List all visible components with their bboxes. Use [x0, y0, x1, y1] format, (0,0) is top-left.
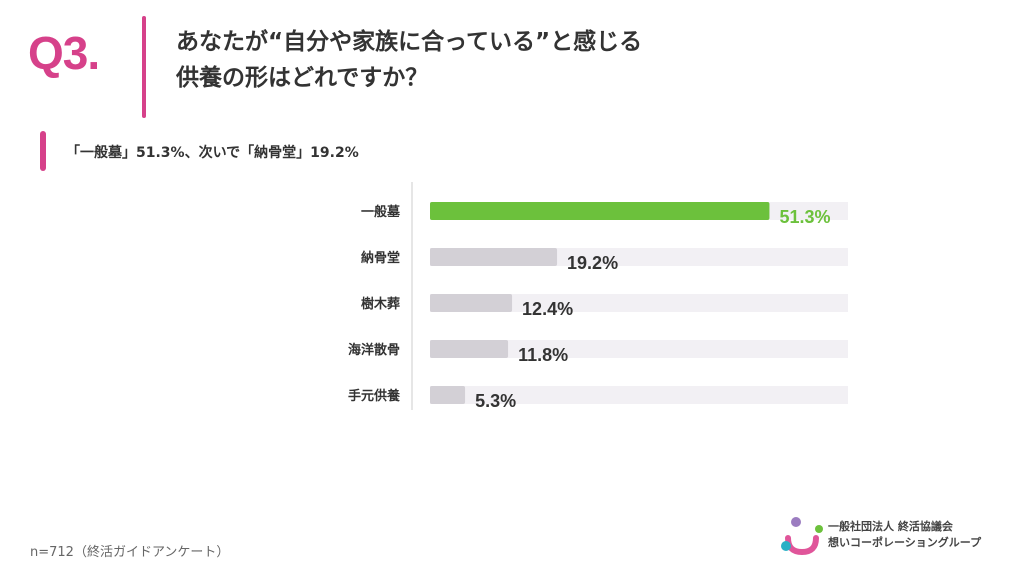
category-label: 納骨堂 — [361, 250, 400, 266]
logo-line-1: 一般社団法人 終活協議会 — [828, 520, 953, 533]
value-label: 12.4% — [522, 299, 573, 319]
value-label: 5.3% — [475, 391, 516, 411]
q-number: Q3. — [28, 27, 100, 79]
question-line-2: 供養の形はどれですか？ — [176, 65, 429, 91]
category-label: 海洋散骨 — [348, 342, 400, 358]
footnote: n=712（終活ガイドアンケート） — [30, 545, 230, 560]
category-label: 樹木葬 — [361, 296, 400, 312]
summary-marker — [40, 131, 46, 171]
logo-mark-icon — [781, 517, 823, 556]
question-line-1: あなたが“自分や家族に合っている”と感じる — [176, 29, 643, 55]
category-label: 手元供養 — [348, 388, 400, 404]
bar-1 — [430, 202, 770, 220]
value-label: 19.2% — [567, 253, 618, 273]
logo: 一般社団法人 終活協議会 想いコーポレーショングループ — [776, 516, 981, 556]
bar-3 — [430, 294, 513, 312]
logo-line-2: 想いコーポレーショングループ — [828, 536, 982, 549]
header-divider — [142, 16, 146, 118]
bar-track — [430, 340, 848, 358]
question-title: あなたが“自分や家族に合っている”と感じる 供養の形はどれですか？ — [176, 24, 796, 96]
value-label: 51.3% — [779, 207, 830, 227]
category-label: 一般墓 — [361, 204, 401, 220]
value-label: 11.8% — [518, 345, 568, 365]
bar-2 — [430, 248, 558, 266]
bar-4 — [430, 340, 509, 358]
summary-text: 「一般墓」51.3%、次いで「納骨堂」19.2% — [66, 145, 359, 161]
bar-5 — [430, 386, 466, 404]
bar-track — [430, 386, 848, 404]
bar-track — [430, 294, 848, 312]
